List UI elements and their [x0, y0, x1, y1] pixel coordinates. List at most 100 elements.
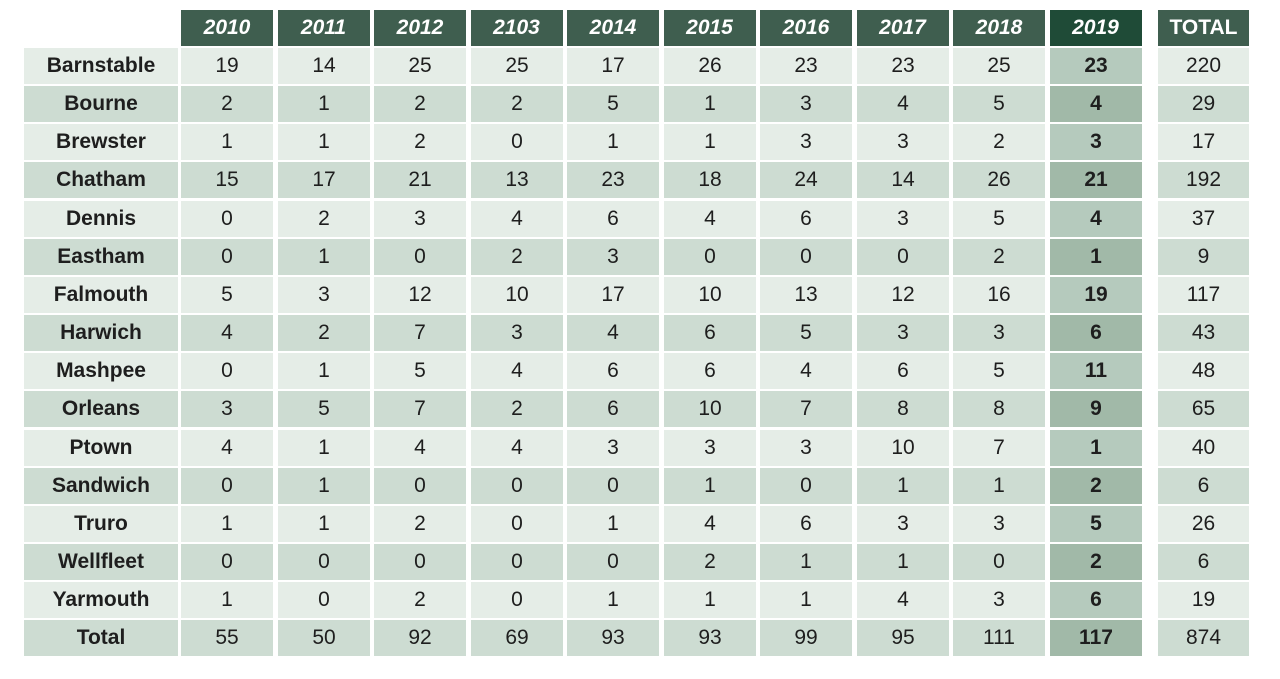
row-total-cell: 37: [1158, 201, 1249, 237]
row-total-cell: 192: [1158, 162, 1249, 198]
table-cell: 0: [471, 468, 563, 504]
table-cell: 26: [664, 48, 756, 84]
table-cell: 1: [181, 582, 273, 618]
row-total-cell: 48: [1158, 353, 1249, 389]
table-cell: 7: [374, 315, 466, 351]
row-label: Eastham: [24, 239, 178, 275]
table-cell: 1: [567, 506, 659, 542]
table-cell: 3: [857, 124, 949, 160]
table-cell: 0: [374, 544, 466, 580]
table-cell: 3: [567, 239, 659, 275]
column-header-2016: 2016: [760, 10, 852, 46]
column-header-2010: 2010: [181, 10, 273, 46]
table-cell: 11: [1050, 353, 1142, 389]
table-cell: 6: [857, 353, 949, 389]
table-cell: 1: [857, 468, 949, 504]
table-cell: 92: [374, 620, 466, 656]
table-cell: 0: [760, 468, 852, 504]
table-cell: 95: [857, 620, 949, 656]
table-cell: 21: [374, 162, 466, 198]
table-cell: 5: [567, 86, 659, 122]
table-cell: 10: [471, 277, 563, 313]
table-cell: 3: [953, 582, 1045, 618]
table-cell: 0: [181, 239, 273, 275]
table-cell: 1: [664, 468, 756, 504]
table-cell: 0: [374, 239, 466, 275]
table-cell: 15: [181, 162, 273, 198]
table-cell: 0: [471, 124, 563, 160]
table-cell: 1: [953, 468, 1045, 504]
table-cell: 8: [953, 391, 1045, 427]
column-header-2018: 2018: [953, 10, 1045, 46]
row-total-cell: 6: [1158, 468, 1249, 504]
table-cell: 3: [760, 124, 852, 160]
row-label: Total: [24, 620, 178, 656]
table-cell: 26: [953, 162, 1045, 198]
table-cell: 1: [664, 86, 756, 122]
table-cell: 19: [1050, 277, 1142, 313]
table-cell: 3: [567, 430, 659, 466]
table-cell: 5: [1050, 506, 1142, 542]
table-cell: 4: [471, 353, 563, 389]
table-cell: 5: [760, 315, 852, 351]
table-cell: 1: [567, 582, 659, 618]
table-cell: 2: [181, 86, 273, 122]
table-cell: 2: [471, 239, 563, 275]
row-label: Orleans: [24, 391, 178, 427]
row-label: Brewster: [24, 124, 178, 160]
table-cell: 17: [567, 48, 659, 84]
column-header-2011: 2011: [277, 10, 370, 46]
table-cell: 1: [1050, 239, 1142, 275]
column-header-2012: 2012: [374, 10, 466, 46]
row-total-cell: 874: [1158, 620, 1249, 656]
row-label: Wellfleet: [24, 544, 178, 580]
table-cell: 6: [1050, 582, 1142, 618]
column-header-2103: 2103: [470, 10, 563, 46]
table-cell: 4: [181, 430, 273, 466]
table-cell: 1: [278, 239, 370, 275]
table-cell: 16: [953, 277, 1045, 313]
table-cell: 7: [953, 430, 1045, 466]
table-cell: 3: [857, 506, 949, 542]
table-cell: 4: [471, 201, 563, 237]
row-label: Barnstable: [24, 48, 178, 84]
table-cell: 14: [857, 162, 949, 198]
row-label: Mashpee: [24, 353, 178, 389]
table-cell: 2: [374, 506, 466, 542]
table-cell: 0: [664, 239, 756, 275]
table-cell: 7: [760, 391, 852, 427]
table-cell: 5: [278, 391, 370, 427]
table-cell: 2: [374, 582, 466, 618]
table-cell: 5: [953, 353, 1045, 389]
table-cell: 4: [664, 506, 756, 542]
table-cell: 0: [181, 201, 273, 237]
table-cell: 4: [857, 86, 949, 122]
table-cell: 10: [664, 277, 756, 313]
table-cell: 23: [760, 48, 852, 84]
table-cell: 6: [1050, 315, 1142, 351]
table-cell: 5: [374, 353, 466, 389]
table-cell: 3: [664, 430, 756, 466]
table-cell: 3: [1050, 124, 1142, 160]
table-cell: 1: [760, 544, 852, 580]
table-cell: 10: [664, 391, 756, 427]
table-cell: 2: [1050, 468, 1142, 504]
row-label: Ptown: [24, 430, 178, 466]
row-total-cell: 220: [1158, 48, 1249, 84]
row-total-cell: 26: [1158, 506, 1249, 542]
table-cell: 23: [857, 48, 949, 84]
table-cell: 55: [181, 620, 273, 656]
table-cell: 1: [278, 430, 370, 466]
table-cell: 0: [857, 239, 949, 275]
table-cell: 12: [374, 277, 466, 313]
table-cell: 4: [664, 201, 756, 237]
table-cell: 1: [664, 124, 756, 160]
table-cell: 3: [760, 430, 852, 466]
row-total-cell: 65: [1158, 391, 1249, 427]
column-header-2014: 2014: [567, 10, 659, 46]
table-cell: 4: [374, 430, 466, 466]
row-total-cell: 40: [1158, 430, 1249, 466]
table-cell: 13: [471, 162, 563, 198]
table-cell: 6: [567, 201, 659, 237]
